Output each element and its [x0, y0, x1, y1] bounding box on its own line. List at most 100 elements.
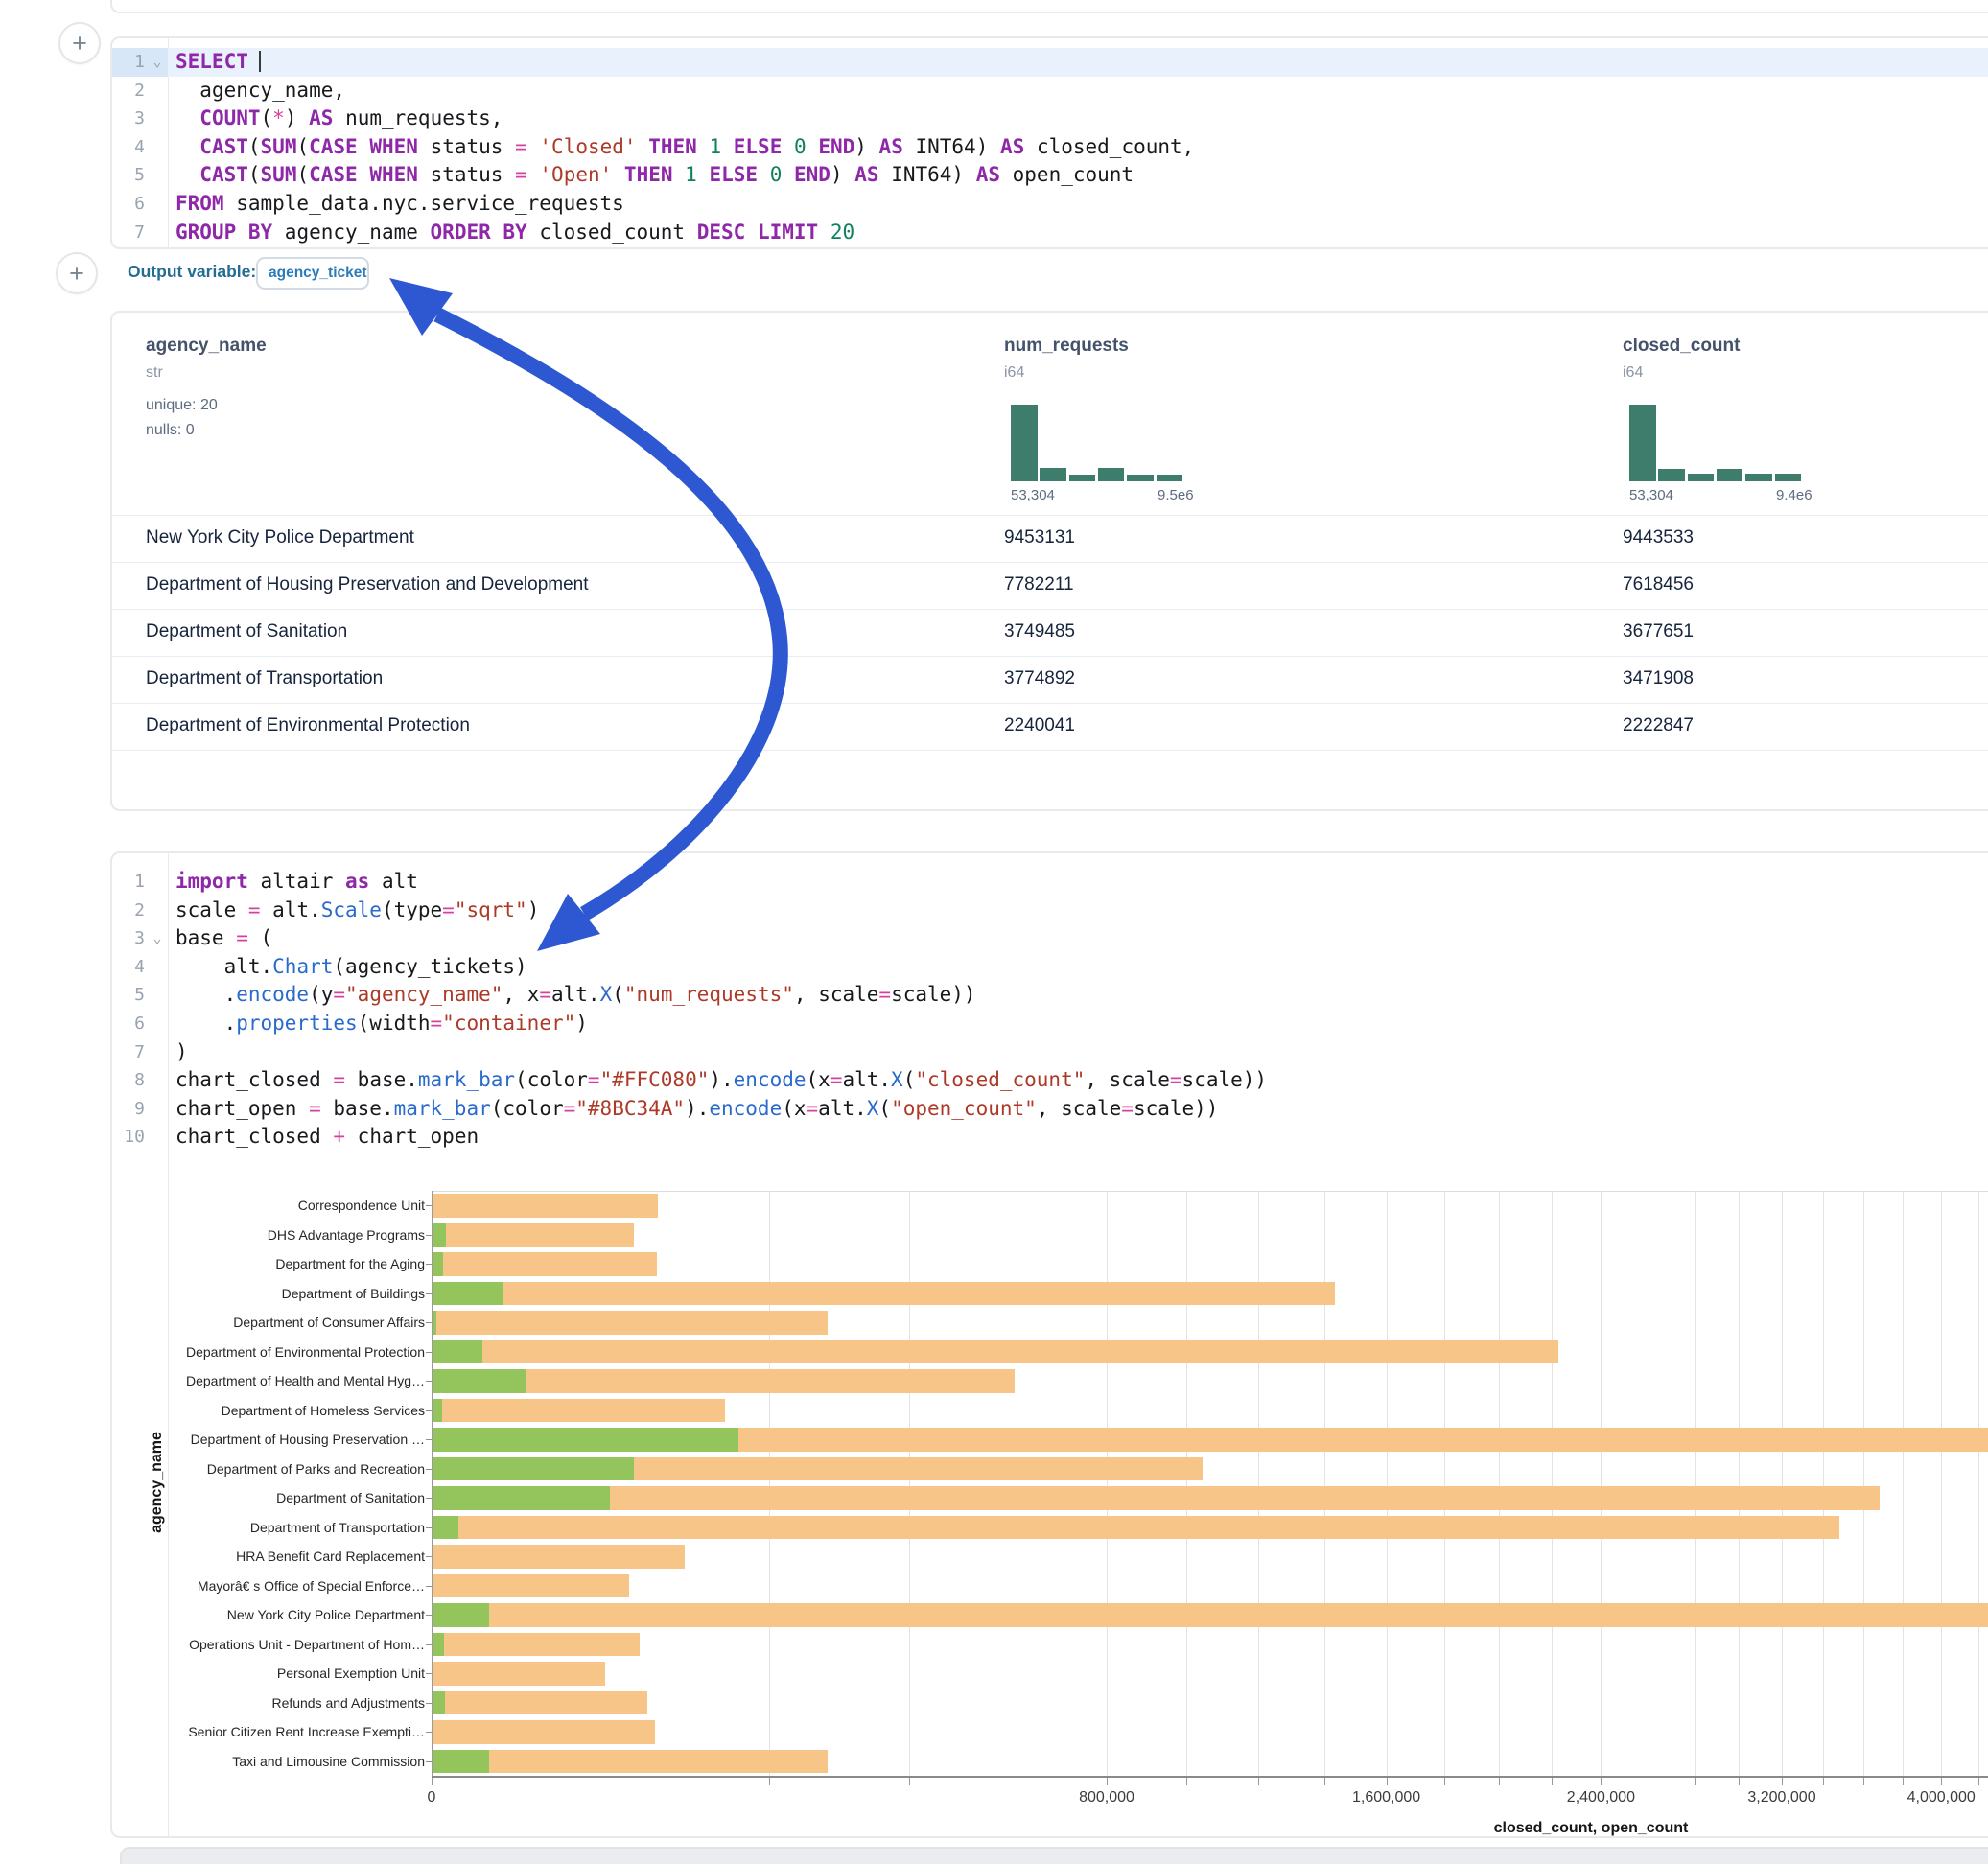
x-axis-tick: [1324, 1778, 1326, 1785]
histogram-max-label: 9.5e6: [1158, 487, 1194, 503]
header-divider: [112, 515, 1988, 516]
row-divider: [112, 562, 1988, 563]
code-text: .encode(y="agency_name", x=alt.X("num_re…: [175, 983, 976, 1007]
bar-closed_count: [433, 1545, 686, 1569]
line-number: 3: [134, 108, 145, 129]
dataframe-table: agency_name str unique: 20 nulls: 0 num_req…: [110, 311, 1988, 811]
x-axis-tick-label: 800,000: [1079, 1789, 1134, 1806]
python-code-editor[interactable]: 1 import altair as alt 2 scale = alt.Scale(…: [112, 868, 1988, 1152]
gridline: [1823, 1191, 1825, 1776]
code-text: chart_closed + chart_open: [175, 1125, 479, 1149]
code-line[interactable]: 2 scale = alt.Scale(type="sqrt"): [112, 897, 1988, 925]
gridline: [1186, 1191, 1188, 1776]
y-axis-label: New York City Police Department: [226, 1607, 425, 1623]
code-text: import altair as alt: [175, 870, 418, 893]
column-name[interactable]: agency_name: [146, 336, 267, 356]
code-line[interactable]: 5 CAST(SUM(CASE WHEN status = 'Open' THE…: [112, 161, 1988, 190]
gridline: [1941, 1191, 1943, 1776]
code-line[interactable]: 3 COUNT(*) AS num_requests,: [112, 105, 1988, 133]
y-axis-tick: [426, 1381, 432, 1383]
add-cell-button-top[interactable]: +: [58, 22, 101, 64]
bar-open_count: [433, 1223, 446, 1247]
bar-open_count: [433, 1398, 442, 1422]
code-line[interactable]: 4 CAST(SUM(CASE WHEN status = 'Closed' T…: [112, 133, 1988, 162]
bar-closed_count: [433, 1662, 605, 1686]
table-cell: 9453131: [1004, 527, 1075, 548]
gridline: [1978, 1191, 1980, 1776]
table-cell: Department of Housing Preservation and D…: [146, 574, 589, 594]
x-axis-tick: [1444, 1778, 1445, 1785]
code-line[interactable]: 7 GROUP BY agency_name ORDER BY closed_co…: [112, 219, 1988, 247]
histogram-bar: [1040, 468, 1066, 481]
gridline: [1903, 1191, 1905, 1776]
column-name[interactable]: num_requests: [1004, 336, 1129, 356]
y-axis-label: Department of Consumer Affairs: [233, 1315, 425, 1331]
table-cell: 2240041: [1004, 715, 1075, 735]
code-line[interactable]: 3 ⌄ base = (: [112, 924, 1988, 953]
y-axis-tick: [426, 1615, 432, 1617]
table-cell: Department of Transportation: [146, 668, 384, 688]
bar-closed_count: [433, 1194, 658, 1218]
text-cursor: [258, 51, 261, 72]
code-text: CAST(SUM(CASE WHEN status = 'Closed' THE…: [199, 134, 1195, 158]
output-variable-label: Output variable:: [128, 262, 257, 281]
code-line[interactable]: 4 alt.Chart(agency_tickets): [112, 953, 1988, 982]
previous-cell-edge: [110, 0, 1988, 13]
y-axis-label: Operations Unit - Department of Hom…: [189, 1636, 425, 1652]
code-text: chart_closed = base.mark_bar(color="#FFC…: [175, 1068, 1268, 1092]
x-axis-tick: [1863, 1778, 1865, 1785]
histogram-bar: [1097, 468, 1125, 481]
gridline: [1551, 1191, 1553, 1776]
bar-open_count: [433, 1340, 483, 1363]
output-variable-pill[interactable]: agency_tickets: [256, 257, 369, 290]
row-divider: [112, 609, 1988, 610]
y-axis-tick: [426, 1498, 432, 1500]
column-name[interactable]: closed_count: [1623, 336, 1741, 356]
code-line[interactable]: 1 ⌄ SELECT: [112, 48, 1988, 77]
x-axis-tick: [1739, 1778, 1741, 1785]
add-cell-button-middle[interactable]: +: [56, 252, 98, 294]
code-text: base = (: [175, 926, 273, 950]
sql-code-editor[interactable]: 1 ⌄ SELECT 2 agency_name, 3 COUNT(*) AS num_…: [112, 48, 1988, 246]
histogram-bar: [1156, 475, 1182, 481]
x-axis-line: [432, 1776, 1988, 1778]
code-line[interactable]: 2 agency_name,: [112, 77, 1988, 105]
table-cell: 3749485: [1004, 621, 1075, 641]
y-axis-tick: [426, 1673, 432, 1675]
gridline: [1258, 1191, 1260, 1776]
line-number: 10: [124, 1127, 145, 1148]
line-number: 4: [134, 956, 145, 977]
line-number: 7: [134, 1041, 145, 1062]
x-axis-tick-label: 4,000,000: [1906, 1789, 1976, 1806]
table-cell: 3471908: [1623, 668, 1694, 688]
y-axis-label: Personal Exemption Unit: [276, 1666, 425, 1682]
x-axis-tick: [1601, 1778, 1602, 1785]
bar-open_count: [433, 1456, 634, 1480]
code-line[interactable]: 6 .properties(width="container"): [112, 1010, 1988, 1038]
gutter-divider: [168, 853, 169, 1836]
gridline: [908, 1191, 910, 1776]
histogram-bar: [1716, 469, 1743, 481]
code-line[interactable]: 6 FROM sample_data.nyc.service_requests: [112, 190, 1988, 219]
code-line[interactable]: 5 .encode(y="agency_name", x=alt.X("num_…: [112, 981, 1988, 1010]
line-number: 5: [134, 165, 145, 186]
fold-caret-icon[interactable]: ⌄: [152, 929, 162, 947]
code-line[interactable]: 1 import altair as alt: [112, 868, 1988, 897]
column-type: i64: [1004, 364, 1025, 381]
fold-caret-icon[interactable]: ⌄: [152, 53, 162, 70]
table-cell: Department of Environmental Protection: [146, 715, 470, 735]
gridline: [1444, 1191, 1445, 1776]
bar-closed_count: [433, 1749, 828, 1773]
line-number: 6: [134, 193, 145, 214]
bar-open_count: [433, 1515, 459, 1539]
y-axis-tick: [426, 1264, 432, 1266]
code-line[interactable]: 8 chart_closed = base.mark_bar(color="#FF…: [112, 1066, 1988, 1095]
code-line[interactable]: 10 chart_closed + chart_open: [112, 1123, 1988, 1152]
table-cell: Department of Sanitation: [146, 621, 348, 641]
x-axis-title: closed_count, open_count: [1493, 1820, 1689, 1836]
bar-closed_count: [433, 1486, 1881, 1510]
code-line[interactable]: 9 chart_open = base.mark_bar(color="#8BC3…: [112, 1095, 1988, 1124]
code-line[interactable]: 7): [112, 1038, 1988, 1067]
x-axis-tick: [1941, 1778, 1943, 1785]
x-axis-tick: [1823, 1778, 1825, 1785]
